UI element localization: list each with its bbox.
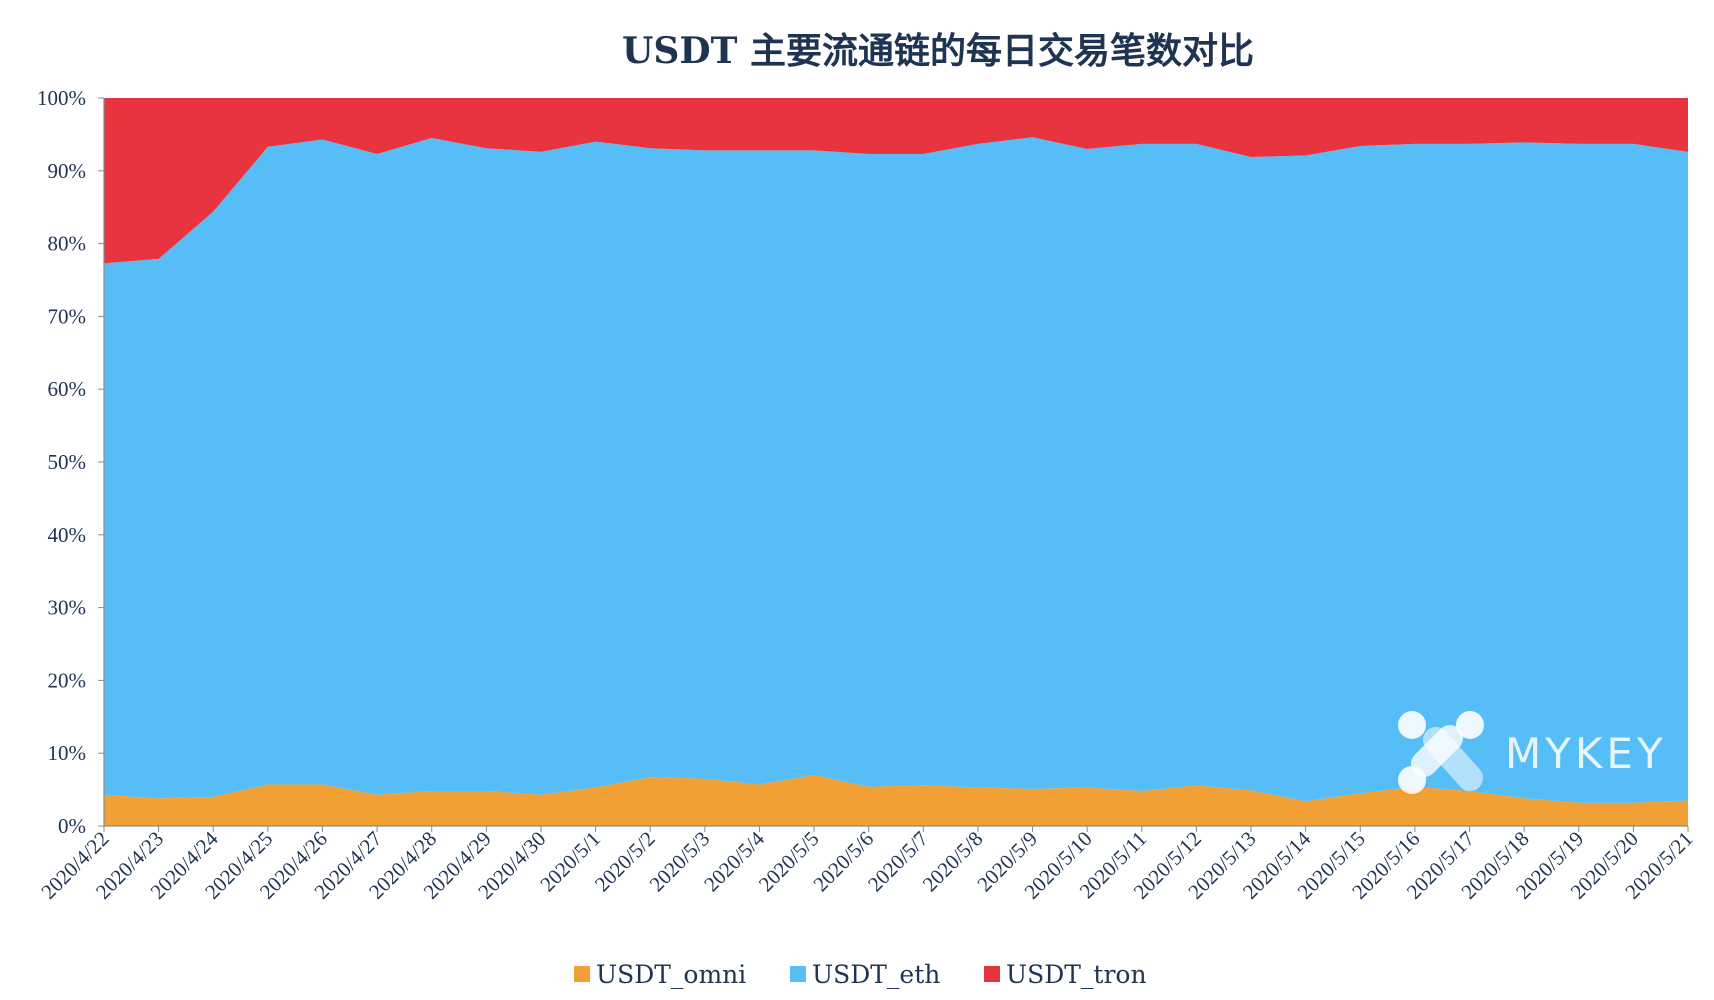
legend-swatch — [574, 966, 590, 982]
legend-label: USDT_omni — [596, 960, 746, 989]
y-tick-label: 20% — [48, 668, 87, 692]
y-axis-ticks: 0% 10% 20% 30% 40% 50% 60% 70% 80% 90% 100% — [37, 86, 104, 838]
chart-title: USDT 主要流通链的每日交易笔数对比 — [622, 30, 1254, 72]
area-USDT_eth — [104, 137, 1688, 803]
y-tick-label: 10% — [48, 741, 87, 765]
y-tick-label: 80% — [48, 232, 87, 256]
legend-swatch — [984, 966, 1000, 982]
legend: USDT_omni USDT_eth USDT_tron — [574, 960, 1147, 989]
x-tick-label: 2020/5/7 — [863, 827, 933, 897]
x-axis-ticks: 2020/4/222020/4/232020/4/242020/4/252020… — [36, 826, 1698, 904]
y-tick-label: 30% — [48, 596, 87, 620]
legend-swatch — [790, 966, 806, 982]
y-tick-label: 70% — [48, 304, 87, 328]
legend-label: USDT_eth — [812, 960, 940, 989]
x-tick-label: 2020/5/6 — [808, 827, 878, 897]
watermark-text: MYKEY — [1505, 729, 1667, 778]
x-tick-label: 2020/5/2 — [590, 827, 660, 897]
area-USDT_tron — [104, 98, 1688, 264]
watermark: MYKEY — [1398, 711, 1667, 794]
mykey-logo-icon — [1398, 711, 1484, 794]
y-tick-label: 40% — [48, 523, 87, 547]
x-tick-label: 2020/5/4 — [699, 826, 769, 896]
legend-label: USDT_tron — [1006, 960, 1147, 989]
x-tick-label: 2020/5/8 — [918, 827, 988, 897]
x-tick-label: 2020/5/3 — [645, 827, 715, 897]
area-series-group — [104, 98, 1688, 826]
y-tick-label: 60% — [48, 377, 87, 401]
y-tick-label: 100% — [37, 86, 86, 110]
y-tick-label: 90% — [48, 159, 87, 183]
x-tick-label: 2020/5/5 — [754, 827, 824, 897]
y-tick-label: 0% — [58, 814, 86, 838]
area-USDT_omni — [104, 775, 1688, 826]
x-tick-label: 2020/5/1 — [535, 827, 605, 897]
y-tick-label: 50% — [48, 450, 87, 474]
